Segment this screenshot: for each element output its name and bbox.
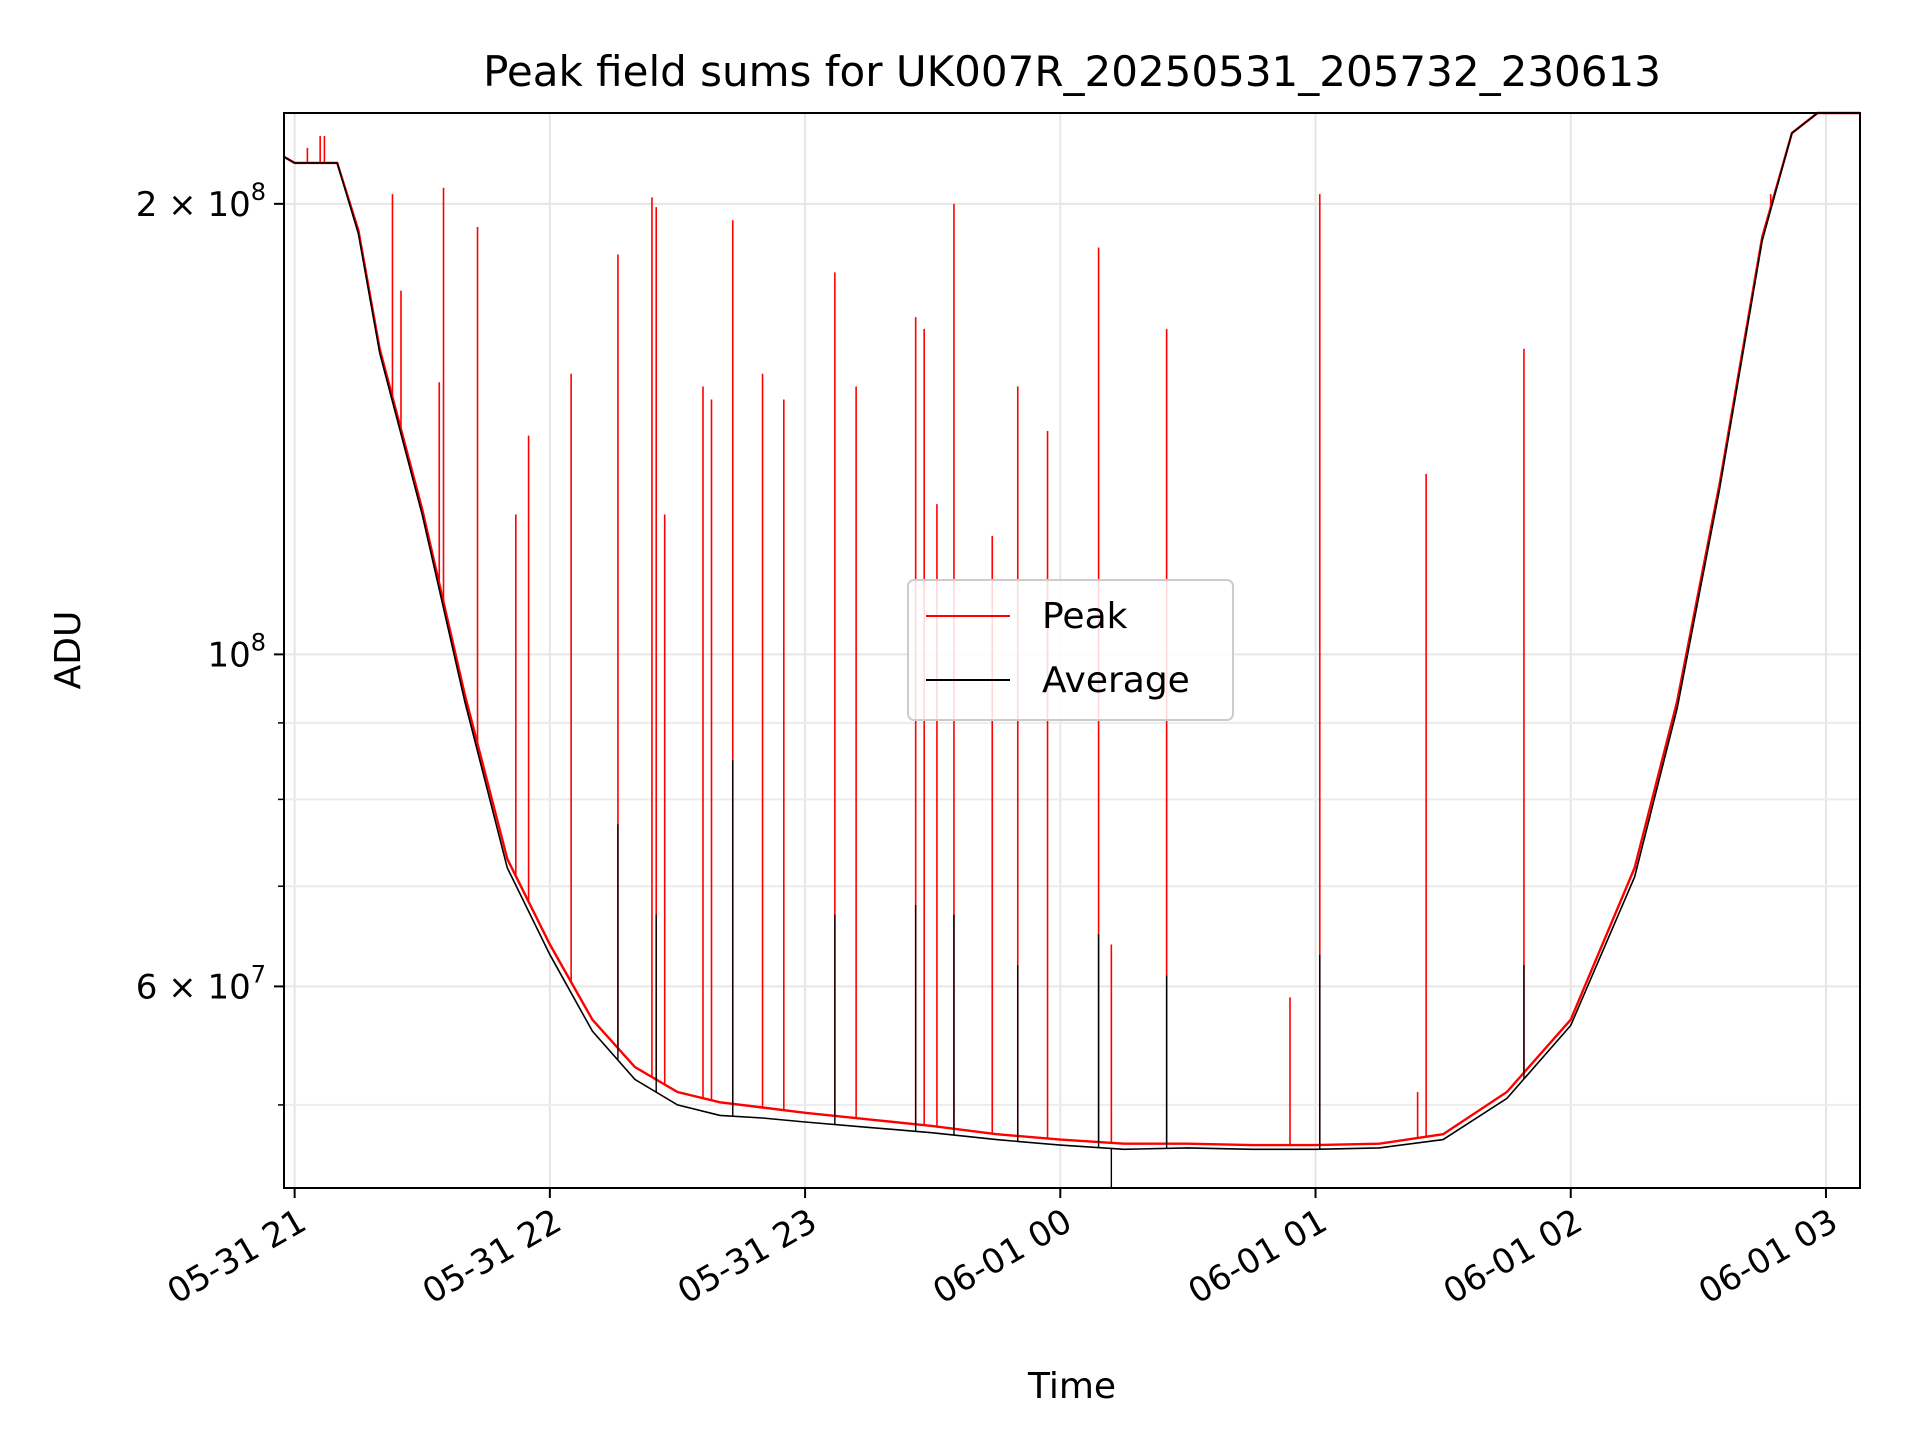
series-line-average [283, 112, 1860, 1151]
y-tick-label-exponent: 8 [251, 178, 266, 206]
x-axis-label: Time [1027, 1366, 1116, 1407]
y-tick-label-exponent: 8 [251, 628, 266, 656]
legend: Peak Average [907, 579, 1234, 721]
y-tick-label: 108 [207, 628, 266, 675]
plot-area-frame [283, 112, 1861, 1189]
chart-title: Peak field sums for UK007R_20250531_2057… [483, 47, 1661, 96]
y-tick-label-base: 6 × 10 [136, 967, 251, 1007]
y-tick-label: 6 × 107 [136, 960, 266, 1007]
y-tick-label-exponent: 7 [251, 960, 266, 988]
y-tick-label-base: 10 [207, 635, 250, 675]
legend-label-average: Average [1042, 660, 1190, 701]
grid-lines [284, 113, 1860, 1188]
legend-label-peak: Peak [1042, 596, 1128, 637]
y-tick-label: 2 × 108 [136, 178, 266, 225]
y-axis-label: ADU [48, 611, 89, 690]
y-tick-label-base: 2 × 10 [136, 185, 251, 225]
series-average [283, 112, 1860, 1188]
